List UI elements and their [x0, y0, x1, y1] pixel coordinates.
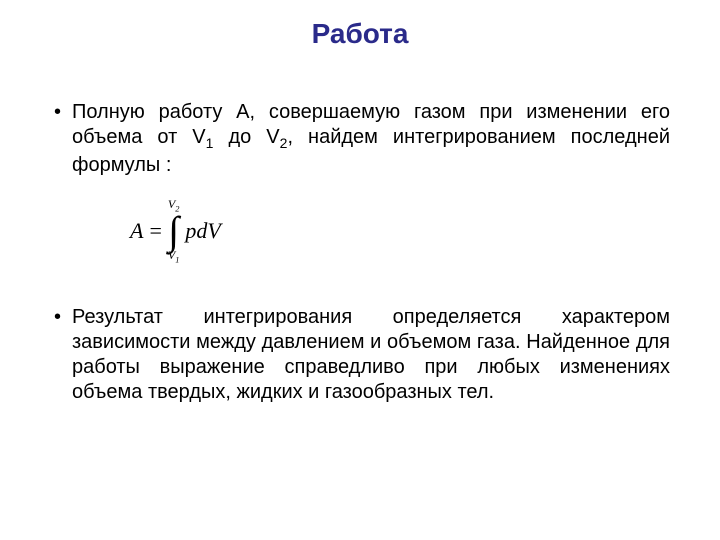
- formula-row: A = V2 ∫ V1 pdV: [130, 198, 670, 266]
- bullet1-text-mid: до V: [213, 126, 279, 148]
- bullet-list: Полную работу А, совершаемую газом при и…: [50, 100, 670, 178]
- integral-block: V2 ∫ V1: [168, 198, 180, 266]
- integral-sign-icon: ∫: [168, 213, 179, 249]
- formula-eq: =: [149, 218, 161, 244]
- formula-lhs: A: [130, 218, 143, 244]
- bullet-item-2: Результат интегрирования определяется ха…: [50, 305, 670, 405]
- lower-limit: V1: [168, 249, 180, 265]
- formula-integral: A = V2 ∫ V1 pdV: [130, 198, 670, 266]
- bullet-list-2: Результат интегрирования определяется ха…: [50, 305, 670, 405]
- slide: Работа Полную работу А, совершаемую газо…: [0, 0, 720, 540]
- bullet-item-1: Полную работу А, совершаемую газом при и…: [50, 100, 670, 178]
- formula-integrand: pdV: [185, 218, 220, 244]
- slide-title: Работа: [50, 18, 670, 50]
- lower-limit-sub: 1: [175, 256, 179, 265]
